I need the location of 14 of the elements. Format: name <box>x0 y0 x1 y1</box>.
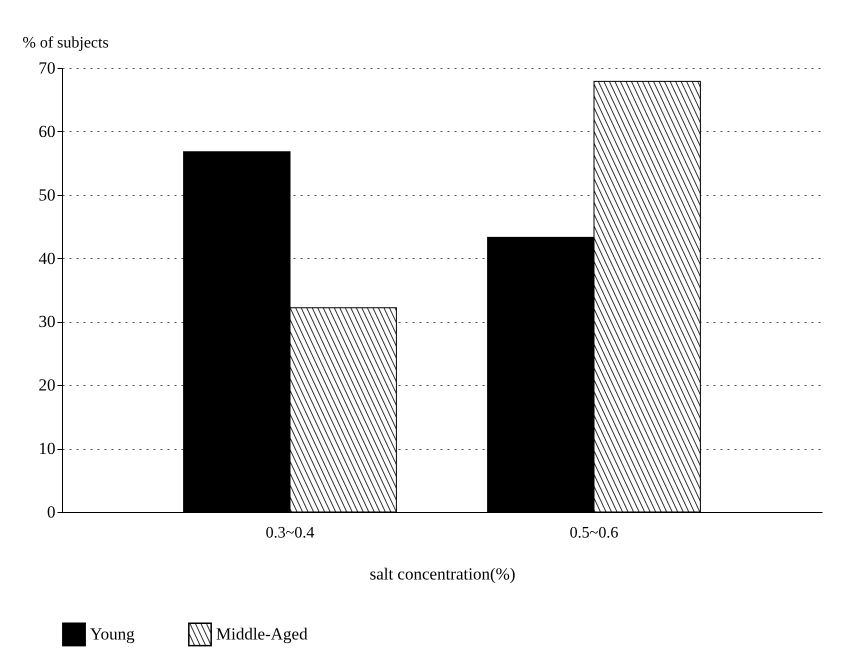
y-tick-label: 50 <box>38 185 56 204</box>
y-tick-label: 30 <box>38 312 56 332</box>
y-tick-label: 70 <box>38 58 56 78</box>
y-tick-label: 40 <box>38 248 56 268</box>
y-tick-label: 20 <box>38 376 56 395</box>
y-axis-title: % of subjects <box>22 34 109 52</box>
legend-label: Middle-Aged <box>216 624 308 644</box>
x-tick-label: 0.3~0.4 <box>266 524 314 542</box>
y-tick-label: 60 <box>38 122 56 141</box>
y-tick-label: 10 <box>38 439 56 458</box>
x-tick-label: 0.5~0.6 <box>570 524 618 542</box>
x-axis-title: salt concentration(%) <box>370 564 516 584</box>
legend-label: Young <box>90 624 136 644</box>
y-tick-label: 0 <box>47 502 56 522</box>
